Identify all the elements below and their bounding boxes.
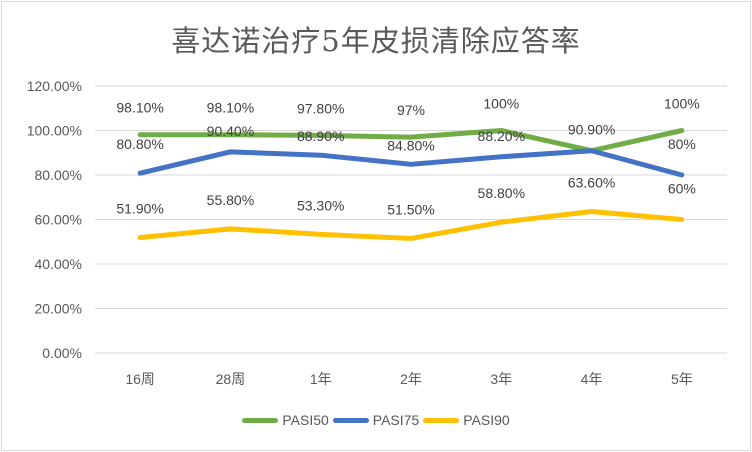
data-label: 51.90% (116, 201, 163, 217)
x-tick-label: 3年 (490, 371, 512, 387)
legend-item-pasi75: PASI75 (332, 412, 420, 428)
x-tick-label: 1年 (310, 371, 332, 387)
legend-swatch (242, 417, 279, 423)
x-tick-label: 2年 (400, 371, 422, 387)
data-label: 51.50% (387, 201, 434, 217)
data-label: 88.90% (297, 128, 344, 144)
y-tick-label: 100.00% (27, 123, 82, 139)
chart-legend: PASI50 PASI75 PASI90 (0, 412, 752, 428)
data-label: 90.90% (568, 122, 615, 138)
data-label: 60% (668, 181, 696, 197)
data-label: 80.80% (116, 136, 163, 152)
data-label: 63.60% (568, 174, 615, 190)
y-tick-label: 20.00% (35, 301, 82, 317)
y-tick-label: 80.00% (35, 167, 82, 183)
data-label: 80% (668, 136, 696, 152)
data-label: 97% (397, 102, 425, 118)
y-tick-label: 60.00% (35, 212, 82, 228)
data-label: 100% (483, 96, 519, 112)
data-label: 55.80% (207, 192, 254, 208)
data-label: 98.10% (116, 100, 163, 116)
y-tick-label: 0.00% (42, 345, 82, 361)
x-tick-label: 5年 (671, 371, 693, 387)
series-line-pasi75 (137, 148, 685, 178)
data-label: 98.10% (207, 100, 254, 116)
legend-swatch (332, 417, 369, 423)
x-tick-label: 4年 (581, 371, 603, 387)
data-label: 53.30% (297, 197, 344, 213)
x-tick-label: 28周 (216, 371, 246, 387)
data-label: 97.80% (297, 100, 344, 116)
data-label: 90.40% (207, 123, 254, 139)
data-label: 100% (664, 96, 700, 112)
legend-swatch (423, 417, 460, 423)
series-line-pasi90 (137, 208, 685, 241)
legend-label: PASI90 (463, 412, 510, 428)
y-tick-label: 40.00% (35, 256, 82, 272)
chart-title: 喜达诺治疗5年皮损清除应答率 (171, 24, 581, 58)
y-tick-label: 120.00% (27, 78, 82, 94)
legend-item-pasi90: PASI90 (423, 412, 510, 428)
data-label: 58.80% (478, 185, 525, 201)
legend-label: PASI75 (372, 412, 420, 428)
x-tick-label: 16周 (125, 371, 155, 387)
legend-label: PASI50 (282, 412, 329, 428)
legend-item-pasi50: PASI50 (242, 412, 329, 428)
data-label: 84.80% (387, 137, 434, 153)
data-label: 88.20% (478, 128, 525, 144)
